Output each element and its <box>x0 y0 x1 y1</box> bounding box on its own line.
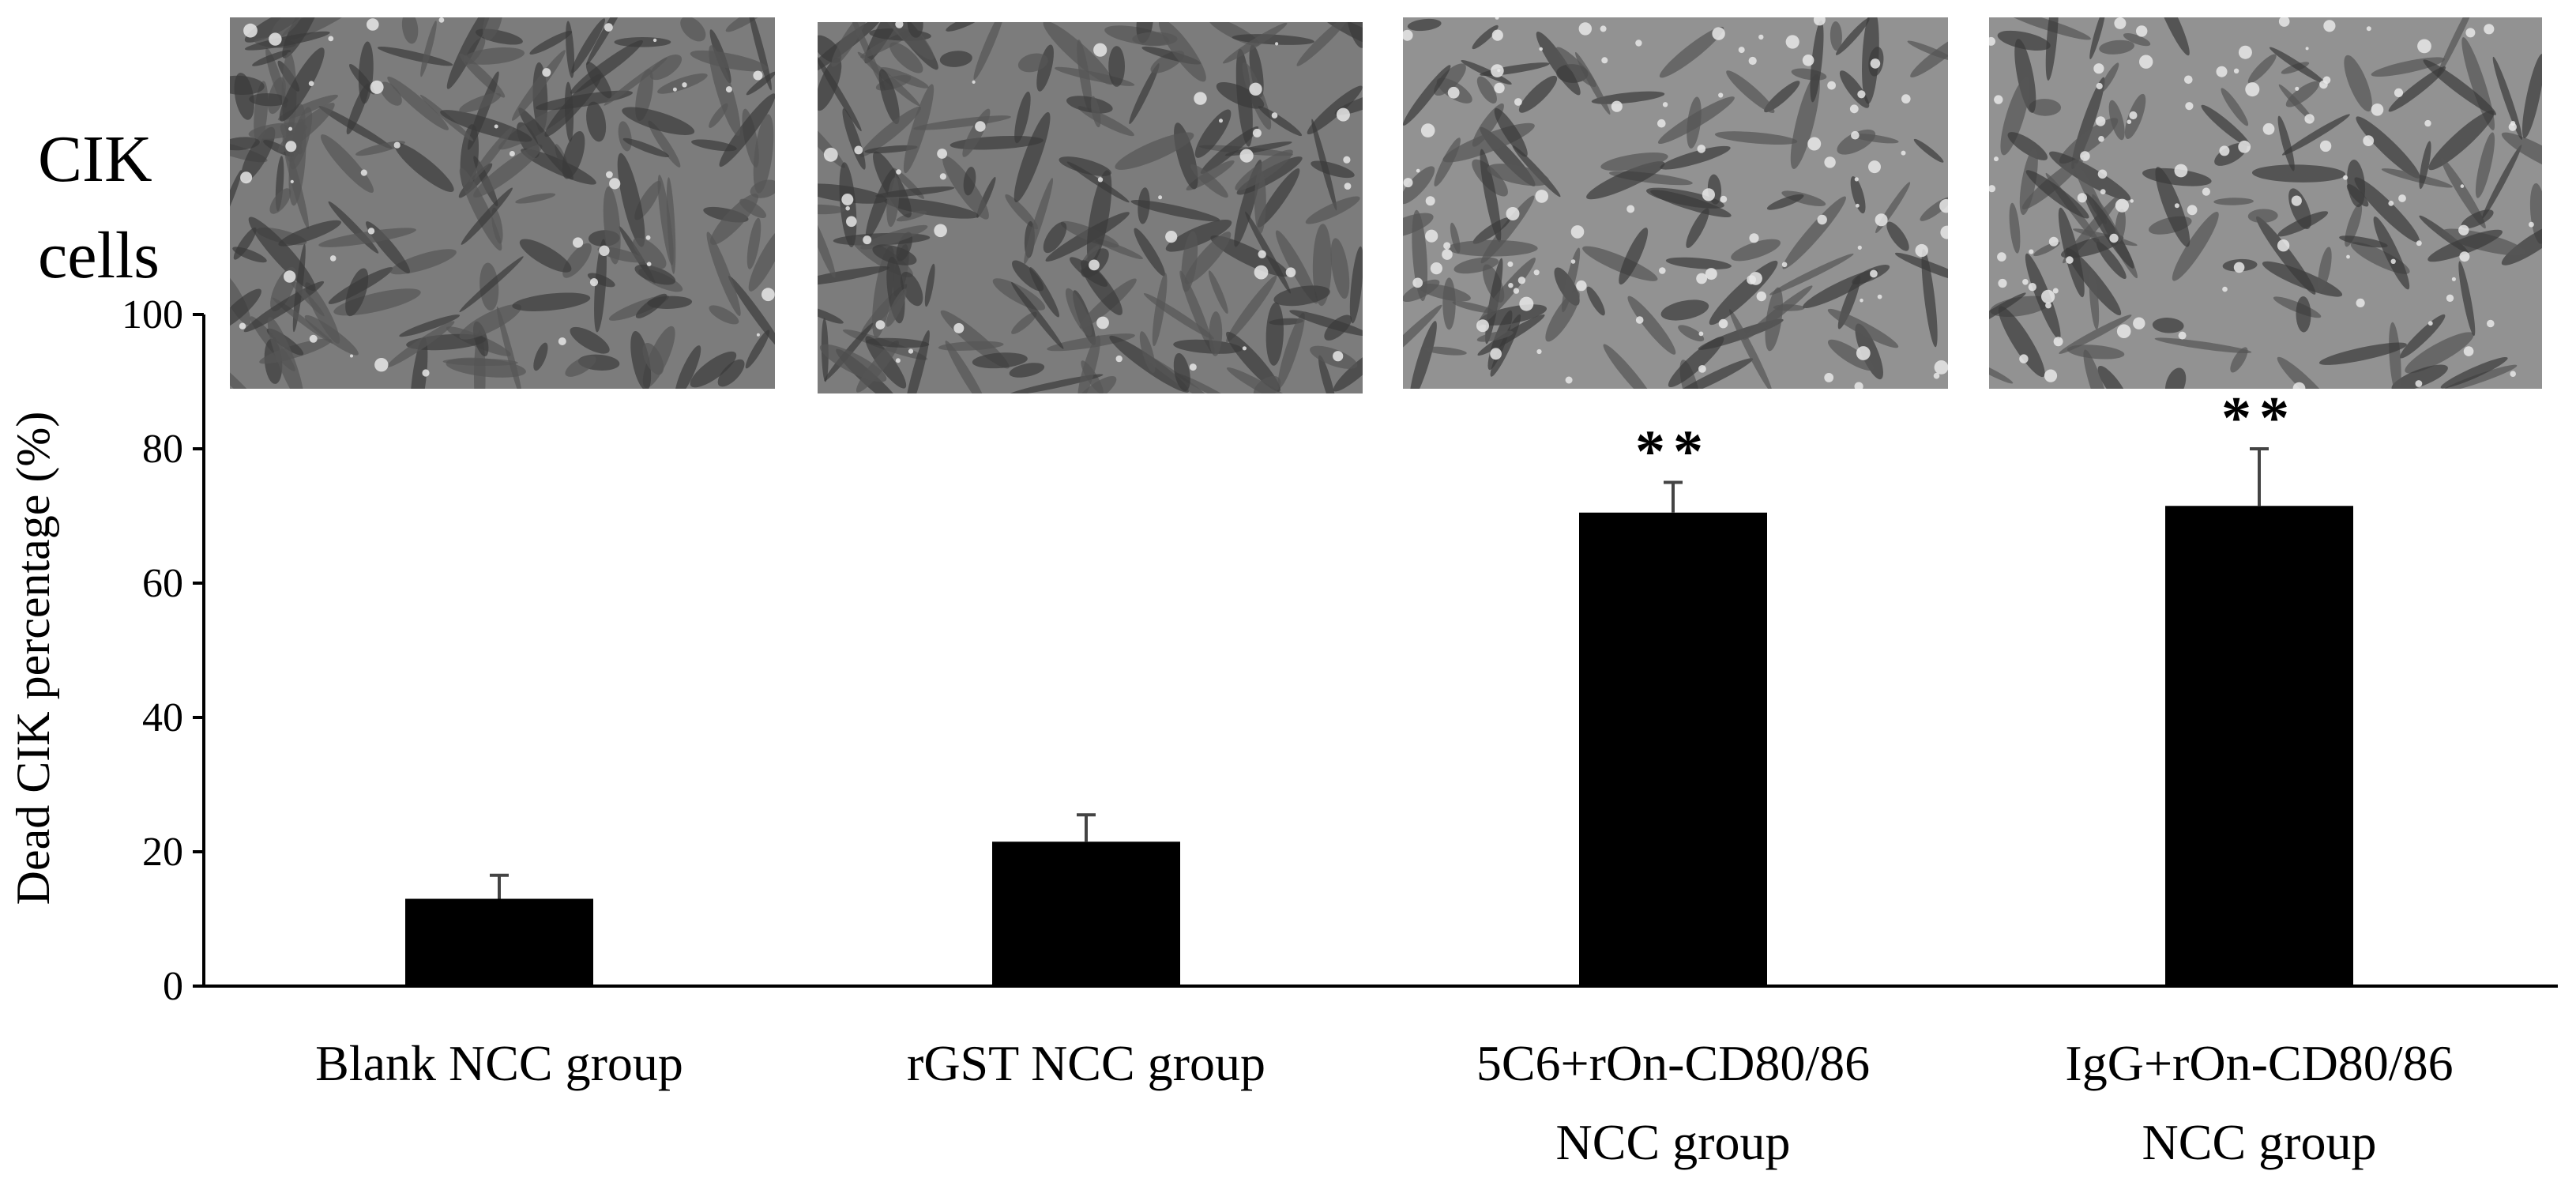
cell-micrograph-icon <box>818 22 1363 393</box>
micrograph-blank-ncc <box>230 17 775 389</box>
category-label: NCC group <box>2142 1114 2377 1170</box>
category-label: Blank NCC group <box>315 1035 683 1091</box>
bar <box>992 841 1180 986</box>
category-label: NCC group <box>1556 1114 1791 1170</box>
micrograph-5c6-ncc <box>1403 17 1948 389</box>
category-label: IgG+rOn-CD80/86 <box>2065 1035 2453 1091</box>
significance-marker: ** <box>2221 385 2297 451</box>
y-tick-label: 40 <box>142 695 183 740</box>
cell-micrograph-icon <box>230 17 775 389</box>
side-title-cik: CIK <box>38 122 152 196</box>
micrograph-rgst-ncc <box>818 22 1363 393</box>
category-label: 5C6+rOn-CD80/86 <box>1476 1035 1870 1091</box>
y-tick-label: 80 <box>142 427 183 472</box>
y-tick-label: 60 <box>142 561 183 606</box>
side-title-cells: cells <box>38 219 160 292</box>
category-label: rGST NCC group <box>907 1035 1265 1091</box>
y-tick-label: 0 <box>163 964 183 1009</box>
bar <box>2165 506 2353 986</box>
bar <box>1579 512 1767 986</box>
cell-micrograph-icon <box>1989 17 2542 389</box>
y-axis-label: Dead CIK percentage (%) <box>7 412 59 906</box>
bar <box>405 898 593 986</box>
significance-marker: ** <box>1635 419 1711 485</box>
micrograph-igg-ncc <box>1989 17 2542 389</box>
y-tick-label: 100 <box>122 292 183 337</box>
cell-micrograph-icon <box>1403 17 1948 389</box>
y-tick-label: 20 <box>142 830 183 875</box>
